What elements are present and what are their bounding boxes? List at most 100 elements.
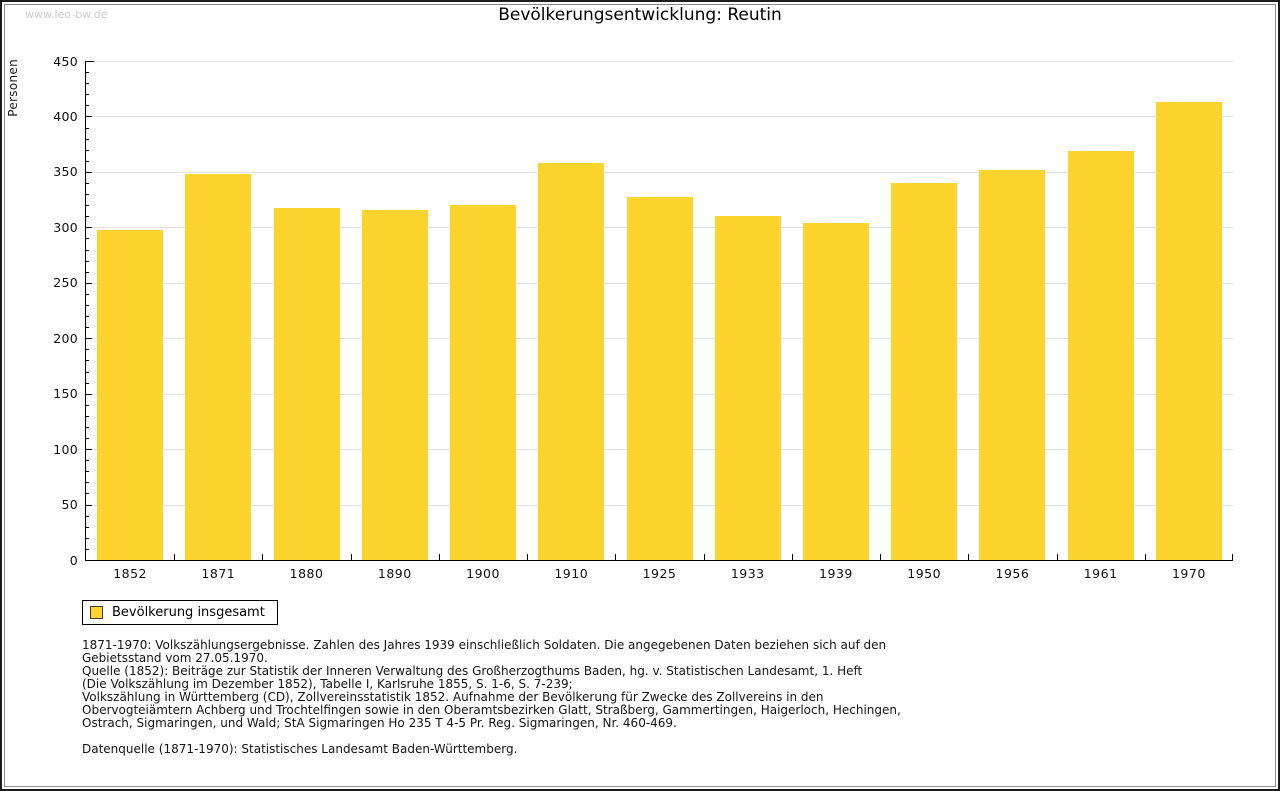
x-axis-tick-label: 1880 [289, 566, 324, 581]
y-axis-tick [86, 271, 89, 273]
watermark: www.leo-bw.de [25, 8, 108, 21]
x-axis-tick-label: 1900 [466, 566, 500, 581]
y-axis-tick [86, 526, 89, 528]
y-axis-tick [86, 382, 89, 384]
bar[interactable] [979, 169, 1046, 560]
y-axis-tick [86, 282, 92, 284]
y-axis-tick [86, 94, 89, 96]
bar[interactable] [802, 222, 869, 560]
page-title: Bevölkerungsentwicklung: Reutin [498, 5, 782, 25]
x-axis-tick-label: 1970 [1171, 566, 1206, 581]
plot-area: 1852 1871 1880 1890 1900 1910 1925 1933 1939 1950… [85, 61, 1233, 581]
y-axis-tick-label: 400 [53, 108, 78, 124]
y-axis-tick [86, 338, 92, 340]
y-axis-tick [86, 293, 89, 295]
bar[interactable] [273, 208, 340, 560]
y-axis-tick [86, 327, 89, 329]
y-axis-tick [86, 515, 89, 517]
x-axis-tick [703, 554, 705, 560]
y-axis-tick [86, 127, 89, 129]
y-axis-tick [86, 316, 89, 318]
legend[interactable]: Bevölkerung insgesamt [82, 600, 278, 625]
x-axis-tick [791, 554, 793, 560]
y-axis-tick [86, 227, 92, 229]
y-axis-tick [86, 160, 89, 162]
y-axis-tick [86, 238, 89, 240]
bar[interactable] [714, 216, 781, 560]
x-axis-tick-label: 1890 [377, 566, 412, 581]
x-axis-tick-label: 1956 [995, 566, 1030, 581]
x-axis-tick-label: 1871 [201, 566, 236, 581]
x-axis-tick [615, 554, 617, 560]
y-axis-tick-label: 200 [53, 330, 78, 346]
legend-label: Bevölkerung insgesamt [112, 605, 265, 620]
y-axis-tick [86, 83, 89, 85]
footnote-line: Obervogteiämtern Achberg und Trochtelfin… [82, 702, 901, 717]
gridline [86, 116, 1233, 118]
footnotes: 1871-1970: Volkszählungsergebnisse. Zahl… [82, 639, 912, 730]
bar[interactable] [97, 229, 164, 560]
y-axis-tick [86, 438, 89, 440]
y-axis-tick [86, 537, 89, 539]
y-axis-tick [86, 482, 89, 484]
y-axis-tick [86, 194, 89, 196]
x-axis-tick [527, 554, 529, 560]
footnote-line: Volkszählung in Württemberg (CD), Zollve… [82, 689, 824, 704]
y-axis-tick-label: 0 [69, 552, 78, 568]
y-axis-tick [86, 460, 89, 462]
bar[interactable] [185, 174, 252, 560]
footnote-line: (Die Volkszählung im Dezember 1852), Tab… [82, 676, 573, 691]
y-axis-tick [86, 349, 89, 351]
x-axis-tick-label: 1910 [554, 566, 589, 581]
x-axis-tick [438, 554, 440, 560]
y-axis-tick [86, 504, 92, 506]
y-axis-tick [86, 205, 89, 207]
y-axis-tick [86, 471, 89, 473]
x-axis-tick [174, 554, 176, 560]
y-axis-tick [86, 149, 89, 151]
y-axis-tick [86, 449, 92, 451]
y-axis-tick [86, 304, 89, 306]
bar[interactable] [1155, 102, 1222, 560]
bar[interactable] [1067, 150, 1134, 560]
x-axis-tick [350, 554, 352, 560]
y-axis-tick [86, 105, 89, 107]
gridline [86, 61, 1233, 62]
x-axis-tick-label: 1939 [819, 566, 853, 581]
x-axis-tick [1056, 554, 1058, 560]
y-axis-tick [86, 371, 89, 373]
bar[interactable] [891, 182, 958, 560]
y-axis-tick [86, 360, 89, 362]
footnote-line: Quelle (1852): Beiträge zur Statistik de… [82, 663, 863, 678]
y-axis-tick [86, 116, 92, 118]
y-axis-tick [86, 393, 92, 395]
footnote-line: 1871-1970: Volkszählungsergebnisse. Zahl… [82, 638, 887, 652]
x-axis-tick [262, 554, 264, 560]
legend-swatch-icon [90, 606, 103, 619]
gridline [86, 171, 1233, 173]
y-axis-tick [86, 426, 89, 428]
bar[interactable] [538, 163, 605, 560]
x-axis-tick [1232, 554, 1233, 560]
y-axis-tick-label: 250 [53, 275, 78, 291]
bar[interactable] [626, 197, 693, 560]
y-axis-tick-label: 150 [53, 386, 78, 402]
y-axis-tick [86, 138, 89, 140]
footnote-line: Gebietsstand vom 27.05.1970. [82, 650, 268, 665]
bar[interactable] [450, 205, 517, 560]
x-axis-tick-label: 1925 [642, 566, 677, 581]
datasource-note: Datenquelle (1871-1970): Statistisches L… [82, 742, 518, 756]
y-axis-tick [86, 171, 92, 173]
y-axis-tick [86, 260, 89, 262]
y-axis-tick-label: 450 [53, 53, 78, 69]
y-axis-tick [86, 493, 89, 495]
y-axis-tick-label: 300 [53, 219, 78, 235]
y-axis-tick-label: 50 [61, 497, 78, 513]
y-axis-tick [86, 182, 89, 184]
bar[interactable] [361, 209, 428, 560]
x-axis-tick-label: 1852 [113, 566, 148, 581]
y-axis-tick [86, 404, 89, 406]
x-axis-tick-label: 1961 [1083, 566, 1118, 581]
y-axis-tick [86, 415, 89, 417]
